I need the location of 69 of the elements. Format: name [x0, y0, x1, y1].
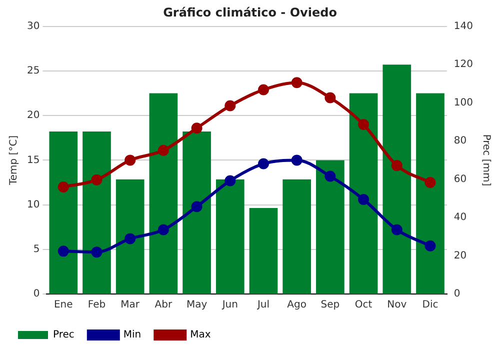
bar — [49, 132, 78, 294]
y2-tick-label: 60 — [454, 174, 467, 185]
point — [424, 177, 436, 188]
y-axis-title: Temp [°C] — [8, 135, 20, 186]
x-tick-label: Ago — [287, 300, 306, 311]
bar — [182, 132, 211, 294]
bar — [116, 179, 144, 294]
point — [391, 160, 402, 172]
point — [124, 233, 136, 244]
point — [391, 224, 402, 236]
point — [91, 174, 102, 186]
y2-tick-label: 80 — [454, 136, 467, 147]
point — [158, 144, 169, 156]
legend-label: Max — [190, 330, 211, 341]
point — [258, 84, 269, 96]
y-tick-label: 0 — [33, 288, 40, 300]
point — [324, 92, 336, 104]
point — [224, 175, 236, 186]
point — [291, 77, 302, 88]
y2-tick-label: 0 — [454, 288, 460, 300]
x-tick-label: Oct — [354, 300, 372, 311]
y2-axis-title: Prec [mm] — [480, 134, 492, 186]
y-tick-label: 15 — [26, 154, 40, 166]
bar — [249, 208, 278, 294]
bar — [382, 64, 412, 294]
point — [124, 154, 136, 166]
bar — [282, 179, 312, 294]
point — [324, 170, 336, 182]
y-tick-label: 30 — [26, 20, 40, 32]
y2-tick-label: 120 — [454, 59, 474, 70]
y-tick-label: 20 — [26, 110, 40, 122]
y2-tick-label: 100 — [454, 97, 474, 108]
x-tick-label: Ene — [54, 300, 73, 311]
y-tick-label: 10 — [26, 199, 40, 210]
x-tick-label: Mar — [120, 300, 140, 311]
legend-label: Prec — [53, 330, 74, 341]
y2-tick-label: 140 — [454, 20, 474, 32]
point — [291, 154, 302, 166]
x-tick-label: Jul — [256, 300, 270, 311]
y-tick-label: 5 — [33, 244, 40, 255]
x-tick-label: Feb — [88, 300, 106, 311]
x-tick-label: May — [186, 300, 208, 311]
chart-title: Gráfico climático - Oviedo — [163, 5, 337, 20]
point — [158, 224, 169, 236]
point — [191, 201, 202, 212]
bar — [216, 179, 244, 294]
bar — [82, 132, 111, 294]
x-tick-label: Dic — [422, 300, 438, 311]
bar — [316, 160, 344, 294]
y2-tick-label: 40 — [454, 212, 467, 224]
x-tick-label: Abr — [154, 300, 173, 311]
legend-label: Min — [123, 330, 142, 341]
point — [224, 100, 236, 112]
bar — [349, 93, 378, 294]
point — [58, 246, 69, 257]
x-tick-label: Sep — [320, 300, 340, 311]
point — [191, 122, 202, 134]
point — [424, 240, 436, 252]
x-tick-label: Nov — [387, 300, 407, 311]
y-tick-label: 25 — [26, 66, 40, 77]
point — [358, 119, 370, 130]
point — [358, 194, 370, 205]
bar — [416, 93, 444, 294]
bar — [149, 93, 178, 294]
x-tick-label: Jun — [221, 300, 238, 311]
point — [91, 246, 102, 258]
point — [58, 181, 69, 192]
y2-tick-label: 20 — [454, 250, 467, 262]
point — [258, 158, 269, 170]
